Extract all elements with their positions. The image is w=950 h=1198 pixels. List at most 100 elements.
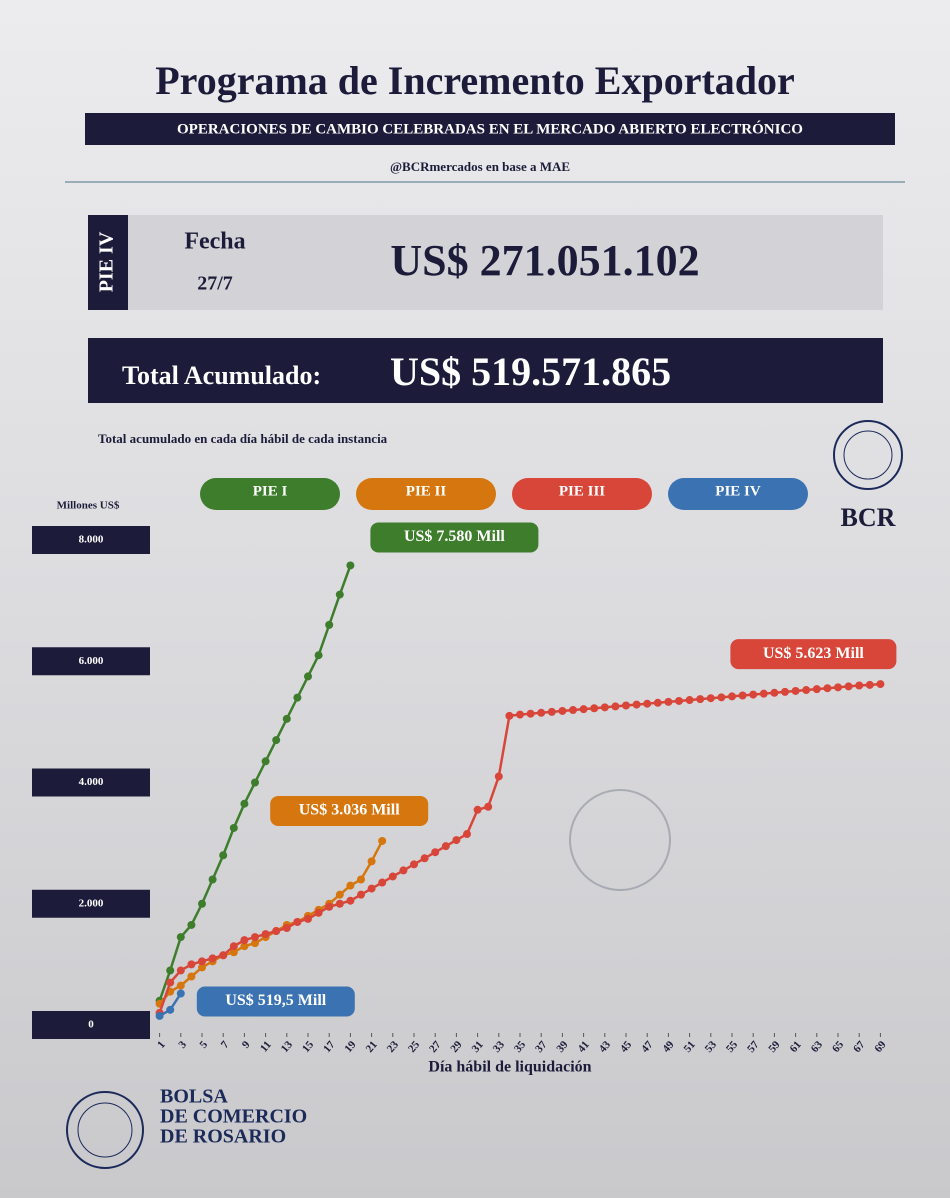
data-point: [262, 930, 270, 938]
data-point: [357, 876, 365, 884]
banner: OPERACIONES DE CAMBIO CELEBRADAS EN EL M…: [177, 120, 803, 137]
date: 27/7: [197, 273, 233, 295]
data-point: [283, 715, 291, 723]
data-point: [452, 836, 460, 844]
data-point: [230, 824, 238, 832]
x-axis-title: Día hábil de liquidación: [428, 1059, 591, 1076]
data-point: [558, 707, 566, 715]
data-point: [664, 698, 672, 706]
data-point: [293, 918, 301, 926]
data-point: [569, 706, 577, 714]
data-point: [346, 561, 354, 569]
data-point: [166, 1006, 174, 1014]
data-point: [548, 708, 556, 716]
data-point: [707, 694, 715, 702]
data-point: [611, 702, 619, 710]
total-amount: US$ 519.571.865: [390, 349, 671, 394]
data-point: [336, 891, 344, 899]
data-point: [293, 694, 301, 702]
y-tick-label: 0: [88, 1019, 94, 1031]
legend-label: PIE II: [406, 483, 447, 499]
data-point: [378, 879, 386, 887]
y-tick-label: 6.000: [79, 655, 104, 667]
data-point: [823, 684, 831, 692]
data-point: [368, 857, 376, 865]
data-point: [728, 692, 736, 700]
y-axis-title: Millones US$: [57, 500, 120, 512]
data-point: [696, 695, 704, 703]
value-label: US$ 519,5 Mill: [225, 992, 326, 1009]
data-point: [304, 672, 312, 680]
data-point: [177, 990, 185, 998]
data-point: [474, 806, 482, 814]
data-point: [378, 837, 386, 845]
data-point: [219, 851, 227, 859]
data-point: [410, 860, 418, 868]
footer-line: DE COMERCIO: [160, 1106, 307, 1128]
data-point: [442, 842, 450, 850]
data-point: [739, 692, 747, 700]
data-point: [304, 915, 312, 923]
data-point: [283, 924, 291, 932]
data-point: [325, 621, 333, 629]
data-point: [527, 710, 535, 718]
data-point: [463, 830, 471, 838]
data-point: [177, 982, 185, 990]
data-point: [580, 705, 588, 713]
y-tick-label: 4.000: [79, 776, 104, 788]
data-point: [654, 699, 662, 707]
chart-title: Total acumulado en cada día hábil de cad…: [98, 431, 388, 446]
data-point: [198, 900, 206, 908]
data-point: [198, 957, 206, 965]
data-point: [781, 688, 789, 696]
data-point: [325, 903, 333, 911]
data-point: [484, 803, 492, 811]
data-point: [219, 951, 227, 959]
data-point: [622, 702, 630, 710]
data-point: [590, 704, 598, 712]
data-point: [209, 954, 217, 962]
data-point: [749, 691, 757, 699]
y-tick-label: 2.000: [79, 897, 104, 909]
data-point: [166, 966, 174, 974]
data-point: [866, 681, 874, 689]
infographic: Programa de Incremento Exportador OPERAC…: [0, 0, 950, 1198]
data-point: [760, 690, 768, 698]
data-point: [346, 897, 354, 905]
data-point: [421, 854, 429, 862]
data-point: [643, 700, 651, 708]
data-point: [346, 882, 354, 890]
data-point: [802, 686, 810, 694]
data-point: [389, 872, 397, 880]
data-point: [209, 876, 217, 884]
total-label: Total Acumulado:: [122, 361, 321, 390]
data-point: [834, 683, 842, 691]
data-point: [156, 1012, 164, 1020]
data-point: [770, 689, 778, 697]
y-tick-label: 8.000: [79, 534, 104, 546]
data-point: [187, 921, 195, 929]
source: @BCRmercados en base a MAE: [390, 159, 570, 174]
data-point: [177, 966, 185, 974]
data-point: [516, 711, 524, 719]
data-point: [505, 712, 513, 720]
data-point: [251, 933, 259, 941]
data-point: [686, 696, 694, 704]
data-point: [272, 927, 280, 935]
data-point: [357, 891, 365, 899]
data-point: [166, 979, 174, 987]
legend-label: PIE III: [559, 483, 605, 499]
data-point: [399, 866, 407, 874]
data-point: [717, 693, 725, 701]
data-point: [633, 701, 641, 709]
data-point: [495, 772, 503, 780]
data-point: [315, 909, 323, 917]
data-point: [537, 709, 545, 717]
data-point: [876, 680, 884, 688]
footer-line: DE ROSARIO: [160, 1126, 286, 1148]
data-point: [240, 936, 248, 944]
data-point: [187, 973, 195, 981]
data-point: [845, 682, 853, 690]
data-point: [336, 900, 344, 908]
data-point: [431, 848, 439, 856]
